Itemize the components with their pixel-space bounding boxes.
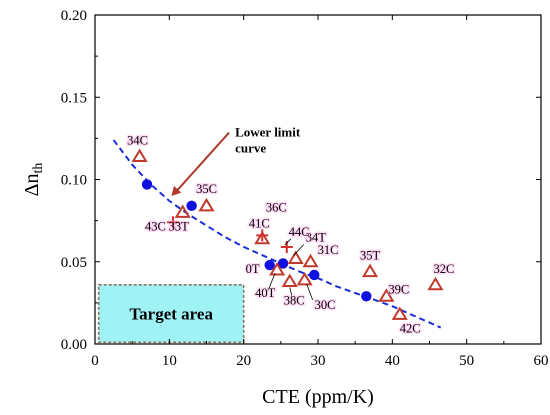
point-label: 34T <box>306 230 327 244</box>
data-point-circle <box>186 200 197 212</box>
x-axis-title: CTE (ppm/K) <box>262 386 374 408</box>
data-point-triangle <box>269 262 286 276</box>
point-label: 32C <box>433 262 454 276</box>
x-tick-label: 50 <box>459 353 474 369</box>
x-tick-label: 40 <box>385 353 400 369</box>
data-point-triangle <box>378 288 395 302</box>
point-label: 41C <box>249 217 270 231</box>
data-point-triangle <box>254 230 271 245</box>
data-point-circle <box>264 259 275 271</box>
y-axis-title-main: Δn <box>21 174 43 197</box>
point-label: 31C <box>318 243 339 257</box>
point-label: 39C <box>388 282 409 296</box>
data-point-triangle <box>131 148 148 162</box>
x-tick-label: 30 <box>311 353 326 369</box>
curve-annotation-arrowhead <box>171 185 182 196</box>
point-label: 44C <box>289 225 310 239</box>
axes-layer: 0 10 20 30 40 50 60 0.00 0.05 0.10 0.15 0.20 CTE (pp… <box>21 8 549 408</box>
y-tick-label: 0.15 <box>61 90 87 106</box>
point-label: 40T <box>255 286 276 300</box>
data-point-cross <box>256 229 269 242</box>
x-tick-label: 0 <box>91 353 99 369</box>
y-tick-label: 0.05 <box>61 255 87 271</box>
data-point-triangle <box>391 306 408 320</box>
y-axis-title: Δnth <box>21 163 46 197</box>
point-label: 35T <box>360 249 381 263</box>
target-area-label: Target area <box>129 305 213 324</box>
y-tick-label: 0.10 <box>61 173 87 189</box>
data-point-triangle <box>361 263 379 278</box>
y-tick-label: 0.00 <box>61 337 87 353</box>
label-leader-line <box>289 287 293 296</box>
label-leader-line <box>306 283 313 300</box>
target-area-box <box>97 283 245 344</box>
data-point-triangle <box>174 204 191 218</box>
curve-annotation-line: Lower limit <box>235 125 301 140</box>
label-leader-line <box>293 244 304 256</box>
point-label: 42C <box>400 321 421 335</box>
data-marks-layer <box>131 148 444 320</box>
data-point-triangle <box>198 197 215 212</box>
y-axis-title-subscript: th <box>31 163 46 174</box>
point-label: 34C <box>127 133 148 147</box>
y-tick-label: 0.20 <box>61 8 87 24</box>
point-label: 33T <box>169 219 190 233</box>
curve-annotation-arrow-shaft <box>176 131 230 191</box>
label-leader-line <box>268 272 276 289</box>
point-label: 43C <box>145 219 166 233</box>
data-point-circle <box>361 291 372 302</box>
label-leader-line <box>284 238 292 246</box>
data-point-cross <box>167 216 180 229</box>
point-label: 0T <box>246 262 260 276</box>
target-area-layer: Target area <box>97 283 245 344</box>
data-point-circle <box>141 179 153 190</box>
x-tick-label: 60 <box>534 353 549 369</box>
point-label: 35C <box>196 182 217 196</box>
data-point-triangle <box>296 271 313 286</box>
data-point-triangle <box>287 250 304 264</box>
curve-annotation-line: curve <box>235 141 266 156</box>
point-label: 30C <box>315 298 336 312</box>
point-label: 38C <box>284 293 305 307</box>
data-point-triangle <box>427 276 444 291</box>
data-point-triangle <box>302 253 319 268</box>
data-point-triangle <box>281 273 298 287</box>
data-point-circle <box>277 258 289 269</box>
point-label: 36C <box>266 200 287 214</box>
x-tick-label: 10 <box>162 353 177 369</box>
x-tick-label: 20 <box>236 353 251 369</box>
data-point-circle <box>309 269 320 281</box>
